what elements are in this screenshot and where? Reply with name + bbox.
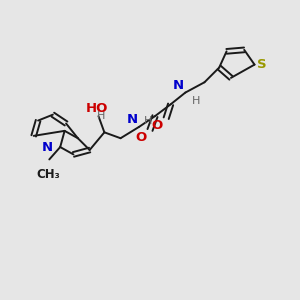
Text: H: H (192, 96, 200, 106)
Text: H: H (97, 111, 106, 121)
Text: N: N (127, 112, 138, 126)
Text: O: O (152, 119, 163, 132)
Text: H: H (143, 116, 152, 126)
Text: HO: HO (86, 102, 108, 115)
Text: O: O (135, 130, 146, 144)
Text: N: N (42, 141, 53, 154)
Text: CH₃: CH₃ (36, 168, 60, 181)
Text: S: S (257, 58, 266, 71)
Text: N: N (173, 79, 184, 92)
